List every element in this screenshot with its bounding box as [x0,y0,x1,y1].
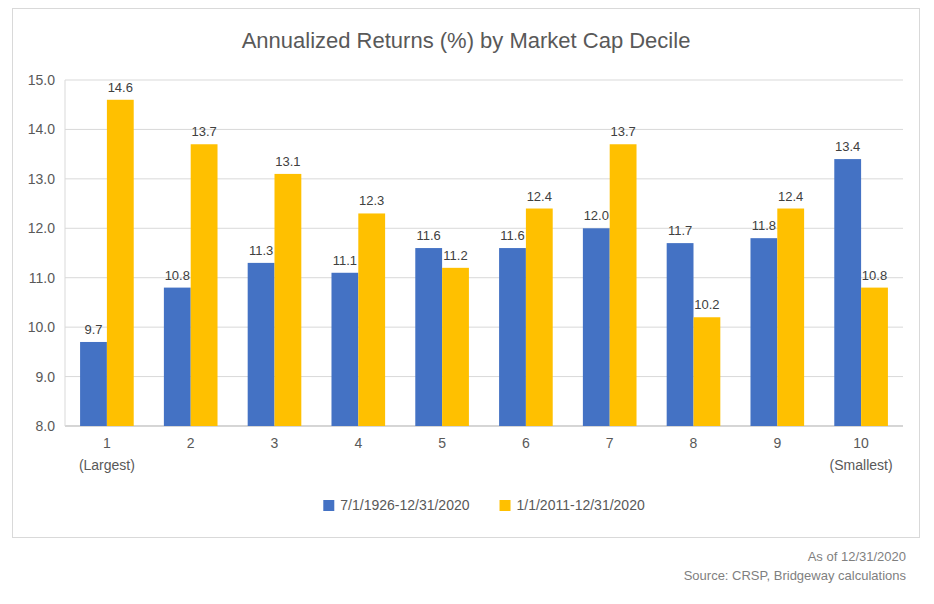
x-tick-label-line: 2 [187,435,195,451]
x-tick-label: 4 [354,435,362,451]
x-tick-label: 8 [690,435,698,451]
bar [526,209,553,426]
data-label: 12.4 [778,189,803,204]
bar [667,243,694,426]
data-label: 12.0 [584,208,609,223]
data-label: 12.4 [527,189,552,204]
y-tick-label: 15.0 [28,72,55,88]
y-tick-label: 14.0 [28,121,55,137]
data-label: 10.2 [694,297,719,312]
legend: 7/1/1926-12/31/2020 1/1/2011-12/31/2020 [323,497,645,513]
bar [777,209,804,426]
bar [275,174,302,426]
x-tick-label: 10 (Smallest) [830,435,893,473]
data-label: 11.6 [417,228,441,243]
bar [610,144,637,426]
legend-swatch [500,500,511,511]
bar [80,342,107,426]
x-tick-label-line: 5 [438,435,446,451]
y-axis-line [65,80,66,426]
x-tick-label: 9 [773,435,781,451]
y-tick-label: 8.0 [36,418,56,434]
data-label: 11.8 [752,218,776,233]
chart: Annualized Returns (%) by Market Cap Dec… [0,0,934,604]
data-label: 11.2 [443,248,467,263]
data-label: 14.6 [108,80,133,95]
bar [191,144,218,426]
x-tick-label: 1 (Largest) [79,435,135,473]
x-tick-label: 7 [606,435,614,451]
y-tick-label: 13.0 [28,171,55,187]
x-tick-label: 2 [187,435,195,451]
legend-label: 1/1/2011-12/31/2020 [517,497,645,513]
x-tick-label-line: 3 [271,435,279,451]
y-tick-label: 11.0 [29,270,55,286]
x-tick-label-line: 4 [354,435,362,451]
bar [750,238,777,426]
data-label: 13.7 [610,124,635,139]
data-label: 11.7 [668,223,692,238]
y-tick-label: 12.0 [28,220,55,236]
bar [694,317,721,426]
bar [861,288,888,426]
bar [164,288,191,426]
bar [107,100,134,426]
data-label: 13.1 [275,154,300,169]
x-tick-label: 5 [438,435,446,451]
data-label: 9.7 [84,322,102,337]
bar [331,273,358,426]
chart-frame [13,9,920,538]
bar [442,268,469,426]
title: Annualized Returns (%) by Market Cap Dec… [242,28,691,53]
y-tick-label: 9.0 [36,369,56,385]
data-label: 10.8 [165,268,190,283]
x-tick-label-line: 9 [773,435,781,451]
data-label: 13.7 [191,124,216,139]
x-tick-label-line: 8 [690,435,698,451]
x-tick-label-line: 1 [103,435,111,451]
bar [499,248,526,426]
grid-line [65,80,903,81]
x-tick-label-line: 7 [606,435,614,451]
data-label: 13.4 [835,139,860,154]
annotation: Source: CRSP, Bridgeway calculations [684,568,907,583]
data-label: 11.1 [333,253,357,268]
legend-label: 7/1/1926-12/31/2020 [340,497,469,513]
data-labels: 9.7 10.8 11.3 11.1 11.6 11.6 12.0 11.7 11.8 13.4 1… [84,80,887,337]
legend-swatch [323,500,334,511]
x-tick-label: 6 [522,435,530,451]
data-label: 12.3 [359,193,384,208]
x-tick-label-line: 10 [853,435,869,451]
data-label: 10.8 [862,268,887,283]
data-label: 11.6 [500,228,524,243]
bar [248,263,275,426]
annotation: As of 12/31/2020 [808,549,906,564]
x-tick-label: 3 [271,435,279,451]
x-tick-label-line: (Largest) [79,457,135,473]
x-tick-label-line: (Smallest) [830,457,893,473]
bar [358,213,385,426]
bar [834,159,861,426]
bars [80,100,888,426]
data-label: 11.3 [249,243,273,258]
y-tick-label: 10.0 [28,319,55,335]
bar [415,248,442,426]
bar [583,228,610,426]
x-tick-label-line: 6 [522,435,530,451]
